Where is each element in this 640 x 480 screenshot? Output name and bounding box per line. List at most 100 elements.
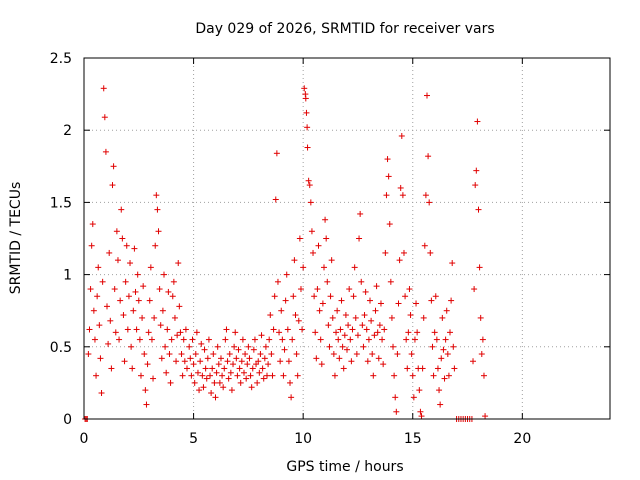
data-point xyxy=(369,351,376,358)
data-point xyxy=(312,329,319,336)
data-point xyxy=(133,326,140,333)
data-point xyxy=(316,307,323,314)
data-point xyxy=(160,271,167,278)
data-point xyxy=(99,278,106,285)
data-point xyxy=(337,326,344,333)
data-point xyxy=(239,336,246,343)
y-tick-label: 2.5 xyxy=(50,51,72,67)
data-point xyxy=(128,343,135,350)
data-point xyxy=(357,210,364,217)
data-point xyxy=(428,297,435,304)
data-point xyxy=(184,365,191,372)
data-point xyxy=(322,216,329,223)
data-point xyxy=(192,351,199,358)
data-point xyxy=(262,343,269,350)
data-point xyxy=(264,372,271,379)
data-point xyxy=(374,329,381,336)
data-point xyxy=(422,192,429,199)
data-point xyxy=(97,355,104,362)
data-point xyxy=(472,182,479,189)
y-tick-label: 1.5 xyxy=(50,195,72,211)
x-tick-label: 10 xyxy=(294,431,312,447)
data-point xyxy=(143,401,150,408)
data-point xyxy=(213,369,220,376)
data-point xyxy=(334,307,341,314)
data-point xyxy=(180,336,187,343)
data-point xyxy=(345,322,352,329)
data-point xyxy=(288,394,295,401)
data-point xyxy=(141,351,148,358)
data-point xyxy=(319,300,326,307)
data-point xyxy=(315,242,322,249)
data-point xyxy=(272,196,279,203)
data-point xyxy=(328,257,335,264)
data-point xyxy=(162,343,169,350)
data-point xyxy=(429,343,436,350)
data-point xyxy=(204,355,211,362)
data-point xyxy=(232,329,239,336)
data-point xyxy=(111,286,118,293)
data-point xyxy=(96,322,103,329)
data-point xyxy=(420,314,427,321)
data-point xyxy=(274,278,281,285)
data-point xyxy=(167,379,174,386)
data-point xyxy=(168,336,175,343)
data-point xyxy=(154,206,161,213)
data-point xyxy=(437,401,444,408)
data-point xyxy=(203,375,210,382)
data-point xyxy=(251,336,258,343)
data-point xyxy=(86,326,93,333)
data-point xyxy=(390,343,397,350)
data-point xyxy=(221,365,228,372)
data-point xyxy=(304,124,311,131)
data-point xyxy=(147,264,154,271)
data-point xyxy=(362,288,369,295)
data-point xyxy=(400,249,407,256)
data-point xyxy=(214,343,221,350)
data-point xyxy=(346,286,353,293)
data-point xyxy=(205,336,212,343)
data-point xyxy=(297,286,304,293)
data-point xyxy=(142,387,149,394)
data-point xyxy=(134,271,141,278)
data-point xyxy=(414,329,421,336)
data-point xyxy=(399,192,406,199)
data-point xyxy=(112,329,119,336)
data-point xyxy=(98,390,105,397)
data-point xyxy=(119,235,126,242)
data-point xyxy=(95,264,102,271)
data-point xyxy=(118,206,125,213)
data-point xyxy=(189,336,196,343)
data-point xyxy=(387,278,394,285)
data-point xyxy=(166,351,173,358)
data-point xyxy=(303,109,310,116)
data-point xyxy=(333,329,340,336)
x-axis: 0 5 10 15 20 xyxy=(80,58,531,447)
data-point xyxy=(230,361,237,368)
data-point xyxy=(159,307,166,314)
data-point xyxy=(108,365,115,372)
data-point xyxy=(181,358,188,365)
data-point xyxy=(353,351,360,358)
data-point xyxy=(277,358,284,365)
data-point xyxy=(259,365,266,372)
data-point xyxy=(169,293,176,300)
data-point xyxy=(268,351,275,358)
data-point xyxy=(308,228,315,235)
data-point xyxy=(432,293,439,300)
data-point xyxy=(248,384,255,391)
x-tick-label: 5 xyxy=(189,431,198,447)
data-point xyxy=(440,346,447,353)
data-point xyxy=(255,358,262,365)
data-point xyxy=(377,300,384,307)
data-point xyxy=(289,336,296,343)
data-point xyxy=(351,264,358,271)
data-point xyxy=(151,314,158,321)
data-point xyxy=(152,242,159,249)
data-point xyxy=(273,150,280,157)
data-point xyxy=(178,351,185,358)
data-point xyxy=(199,372,206,379)
data-point xyxy=(113,228,120,235)
data-point xyxy=(318,361,325,368)
data-point xyxy=(85,351,92,358)
